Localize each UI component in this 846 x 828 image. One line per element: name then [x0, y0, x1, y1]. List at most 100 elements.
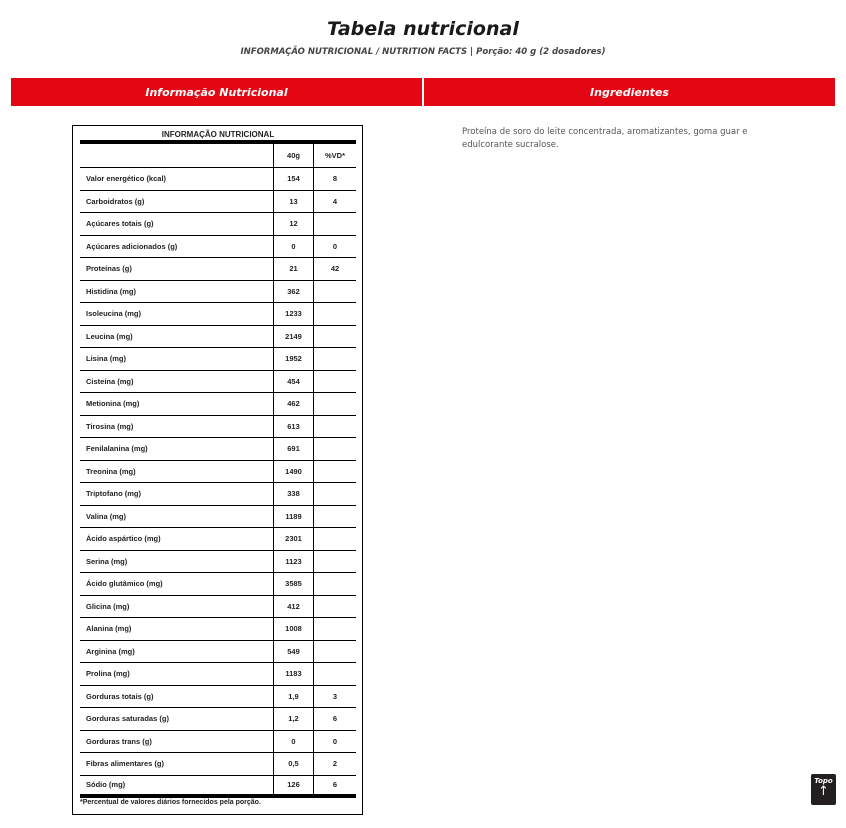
back-to-top-label: Topo: [814, 777, 833, 785]
table-row: Ácido glutâmico (mg) 3585: [80, 573, 356, 596]
table-row: Açúcares adicionados (g) 0 0: [80, 235, 356, 258]
daily-value-percent: [313, 573, 356, 595]
daily-value-percent: 2: [313, 753, 356, 775]
table-row: Valina (mg) 1189: [80, 505, 356, 528]
table-row: Histidina (mg) 362: [80, 280, 356, 303]
table-row: Proteínas (g) 21 42: [80, 258, 356, 281]
nutrient-name: [80, 144, 273, 167]
table-row: Lisina (mg) 1952: [80, 348, 356, 371]
table-row: Ácido aspártico (mg) 2301: [80, 528, 356, 551]
nutrition-table: INFORMAÇÃO NUTRICIONAL 40g %VD* Valor ener…: [72, 125, 363, 815]
amount-per-portion: 1123: [273, 550, 313, 572]
nutrient-name: Prolina (mg): [86, 669, 130, 679]
daily-value-percent: [313, 640, 356, 662]
table-row: Açúcares totais (g) 12: [80, 213, 356, 236]
amount-per-portion: 549: [273, 640, 313, 662]
amount-per-portion: 412: [273, 595, 313, 617]
table-row: Fibras alimentares (g) 0,5 2: [80, 753, 356, 776]
daily-value-percent: 6: [313, 708, 356, 730]
nutrient-name: Serina (mg): [86, 556, 128, 566]
nutrient-name: Açúcares totais (g): [86, 219, 154, 229]
ingredients-text: Proteína de soro do leite concentrada, a…: [462, 127, 748, 150]
daily-value-percent: [313, 370, 356, 392]
table-row: Fenilalanina (mg) 691: [80, 438, 356, 461]
nutrient-name: Histidina (mg): [86, 286, 136, 296]
amount-per-portion: 454: [273, 370, 313, 392]
daily-value-percent: 8: [313, 168, 356, 190]
page-subtitle: INFORMAÇÃO NUTRICIONAL / NUTRITION FACTS…: [240, 47, 606, 57]
daily-value-percent: [313, 325, 356, 347]
daily-value-percent: [313, 618, 356, 640]
nutrient-name: Tirosina (mg): [86, 421, 134, 431]
table-row: Valor energético (kcal) 154 8: [80, 168, 356, 191]
daily-value-percent: 3: [313, 685, 356, 707]
amount-per-portion: 1008: [273, 618, 313, 640]
nutrient-name: Arginina (mg): [86, 646, 135, 656]
daily-value-percent: 42: [313, 258, 356, 280]
nutrient-name: Leucina (mg): [86, 331, 133, 341]
amount-per-portion: 1490: [273, 460, 313, 482]
daily-value-percent: [313, 348, 356, 370]
amount-per-portion: 0,5: [273, 753, 313, 775]
tab-nutrition-info[interactable]: Informação Nutricional: [11, 78, 422, 106]
amount-per-portion: 691: [273, 438, 313, 460]
table-row: Metionina (mg) 462: [80, 393, 356, 416]
amount-per-portion: 2149: [273, 325, 313, 347]
nutrition-table-title: INFORMAÇÃO NUTRICIONAL: [80, 127, 356, 144]
daily-value-percent: [313, 393, 356, 415]
nutrient-name: Açúcares adicionados (g): [86, 241, 178, 251]
amount-per-portion: 0: [273, 235, 313, 257]
daily-value-percent: [313, 550, 356, 572]
table-row: Sódio (mg) 126 6: [80, 775, 356, 798]
daily-value-percent: [313, 303, 356, 325]
nutrient-name: Proteínas (g): [86, 264, 132, 274]
amount-per-portion: 0: [273, 730, 313, 752]
daily-value-percent: 0: [313, 235, 356, 257]
amount-per-portion: 2301: [273, 528, 313, 550]
nutrient-name: Sódio (mg): [86, 780, 126, 790]
nutrition-footnote: *Percentual de valores diários fornecido…: [80, 799, 261, 806]
daily-value-percent: [313, 415, 356, 437]
daily-value-percent: 4: [313, 190, 356, 212]
nutrient-name: Glicina (mg): [86, 601, 130, 611]
table-row: Leucina (mg) 2149: [80, 325, 356, 348]
amount-per-portion: 462: [273, 393, 313, 415]
amount-per-portion: 13: [273, 190, 313, 212]
nutrient-name: Ácido glutâmico (mg): [86, 579, 163, 589]
table-row: Triptofano (mg) 338: [80, 483, 356, 506]
amount-per-portion: 40g: [273, 144, 313, 167]
table-row: Gorduras saturadas (g) 1,2 6: [80, 708, 356, 731]
nutrient-name: Treonina (mg): [86, 466, 136, 476]
back-to-top-button[interactable]: Topo ↑: [811, 774, 836, 805]
nutrient-name: Alanina (mg): [86, 624, 132, 634]
nutrient-name: Metionina (mg): [86, 399, 140, 409]
nutrient-name: Triptofano (mg): [86, 489, 141, 499]
nutrient-name: Fenilalanina (mg): [86, 444, 148, 454]
daily-value-percent: [313, 528, 356, 550]
nutrient-name: Valor energético (kcal): [86, 174, 167, 184]
daily-value-percent: %VD*: [313, 144, 356, 167]
table-row: Isoleucina (mg) 1233: [80, 303, 356, 326]
amount-per-portion: 613: [273, 415, 313, 437]
nutrient-name: Gorduras trans (g): [86, 736, 152, 746]
nutrient-name: Lisina (mg): [86, 354, 127, 364]
table-row: Treonina (mg) 1490: [80, 460, 356, 483]
nutrient-name: Gorduras totais (g): [86, 691, 154, 701]
amount-per-portion: 1952: [273, 348, 313, 370]
amount-per-portion: 1233: [273, 303, 313, 325]
daily-value-percent: [313, 505, 356, 527]
table-row: Gorduras trans (g) 0 0: [80, 730, 356, 753]
amount-per-portion: 1,2: [273, 708, 313, 730]
daily-value-percent: [313, 595, 356, 617]
nutrient-name: Gorduras saturadas (g): [86, 714, 169, 724]
daily-value-percent: [313, 438, 356, 460]
nutrient-name: Isoleucina (mg): [86, 309, 142, 319]
table-row: Arginina (mg) 549: [80, 640, 356, 663]
tab-ingredients[interactable]: Ingredientes: [424, 78, 835, 106]
table-row: Serina (mg) 1123: [80, 550, 356, 573]
amount-per-portion: 362: [273, 280, 313, 302]
amount-per-portion: 21: [273, 258, 313, 280]
table-row: Gorduras totais (g) 1,9 3: [80, 685, 356, 708]
table-row: Carboidratos (g) 13 4: [80, 190, 356, 213]
nutrient-name: Valina (mg): [86, 511, 127, 521]
